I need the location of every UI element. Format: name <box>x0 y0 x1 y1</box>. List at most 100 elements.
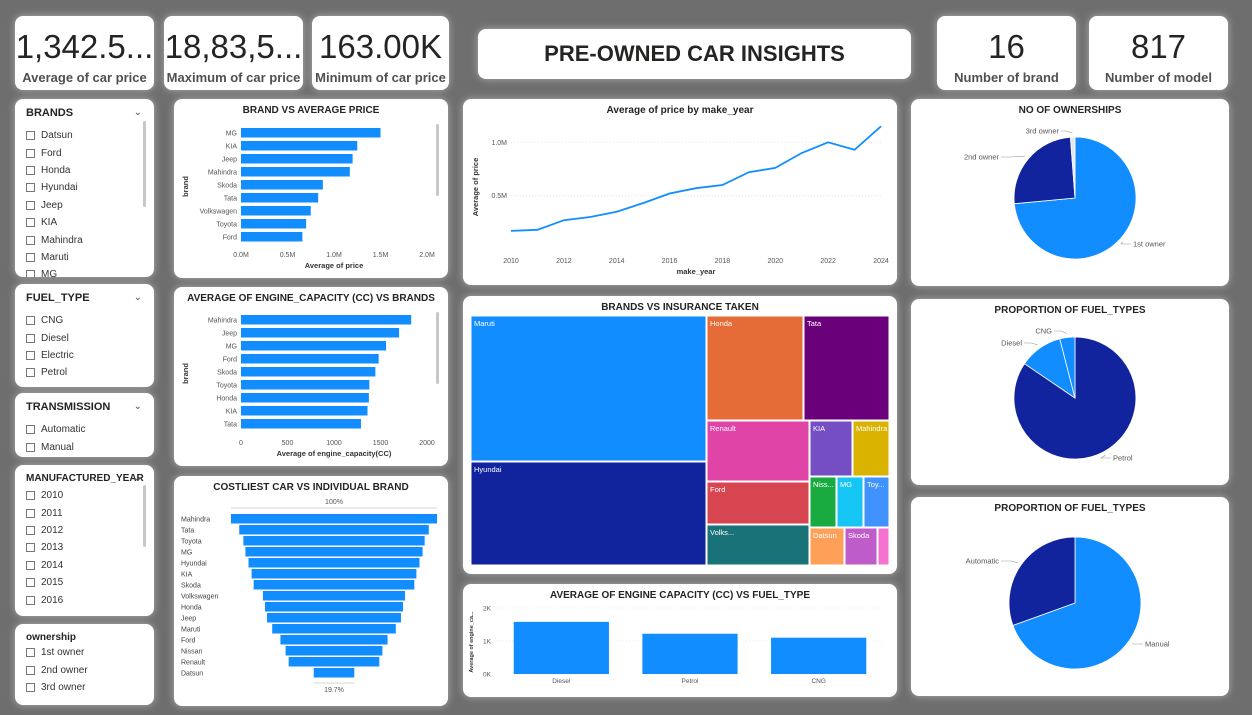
slicer-title: TRANSMISSION <box>26 401 111 413</box>
slicer-option[interactable]: Jeep <box>26 197 136 214</box>
slicer-option[interactable]: 2011 <box>26 504 136 521</box>
y-tick-label: 1.0M <box>491 140 507 147</box>
slicer-option[interactable]: Hyundai <box>26 179 136 196</box>
checkbox[interactable] <box>26 578 35 588</box>
funnel-bar <box>264 602 404 612</box>
checkbox[interactable] <box>26 368 35 378</box>
checkbox[interactable] <box>26 595 35 605</box>
slicer-option[interactable]: 3rd owner <box>26 679 136 696</box>
slicer-option[interactable]: Diesel <box>26 329 136 346</box>
slicer-option[interactable]: Petrol <box>26 364 136 381</box>
checkbox[interactable] <box>26 425 35 435</box>
chevron-down-icon[interactable]: ⌄ <box>133 473 142 484</box>
bar <box>241 128 381 138</box>
slicer-option[interactable]: Maruti <box>26 249 136 266</box>
treemap-cell <box>863 476 890 528</box>
slice-label: 2nd owner <box>964 153 1000 162</box>
chart-title: Average of price by make_year <box>606 105 754 116</box>
slicer-option[interactable]: Datsun <box>26 127 136 144</box>
checkbox[interactable] <box>26 648 35 658</box>
checkbox[interactable] <box>26 543 35 553</box>
checkbox[interactable] <box>26 270 35 277</box>
slicer-option[interactable]: MG <box>26 266 136 277</box>
chevron-down-icon[interactable]: ⌄ <box>133 292 142 303</box>
kpi-label: Average of car price <box>22 70 147 85</box>
page-title: PRE-OWNED CAR INSIGHTS <box>478 29 911 79</box>
treemap-cell <box>809 527 845 566</box>
category-label: Skoda <box>181 582 201 589</box>
slice-label: Manual <box>1145 640 1170 649</box>
checkbox[interactable] <box>26 682 35 692</box>
treemap-label: Ford <box>710 485 725 494</box>
slicer-fuel-type[interactable]: FUEL_TYPE ⌄ CNG Diesel Electric Petrol <box>15 284 154 387</box>
bar <box>241 354 379 364</box>
slicer-option[interactable]: Electric <box>26 347 136 364</box>
kpi-maximum-price: 18,83,5... Maximum of car price <box>164 16 303 90</box>
slicer-option-label: Automatic <box>41 424 86 436</box>
slicer-option[interactable]: 2016 <box>26 591 136 608</box>
checkbox[interactable] <box>26 148 35 158</box>
bar <box>241 154 353 164</box>
bar <box>241 393 369 403</box>
slicer-option-label: Mahindra <box>41 234 83 246</box>
x-tick-label: 2000 <box>419 440 435 447</box>
scrollbar[interactable] <box>143 485 146 547</box>
slicer-option[interactable]: CNG <box>26 312 136 329</box>
funnel-bar <box>280 635 388 645</box>
checkbox[interactable] <box>26 350 35 360</box>
checkbox[interactable] <box>26 333 35 343</box>
pie-slice <box>1008 536 1076 626</box>
slicer-option-label: Ford <box>41 147 62 159</box>
treemap-label: Niss... <box>813 480 834 489</box>
slicer-transmission[interactable]: TRANSMISSION ⌄ Automatic Manual <box>15 393 154 457</box>
funnel-bar <box>267 613 401 623</box>
funnel-bar <box>288 657 380 667</box>
slicer-option[interactable]: 2015 <box>26 574 136 591</box>
slicer-option[interactable]: 2nd owner <box>26 661 136 678</box>
chart-title: AVERAGE OF ENGINE_CAPACITY (CC) VS BRAND… <box>187 293 435 304</box>
slicer-option[interactable]: Ford <box>26 144 136 161</box>
checkbox[interactable] <box>26 560 35 570</box>
chevron-down-icon[interactable]: ⌄ <box>133 401 142 412</box>
checkbox[interactable] <box>26 131 35 141</box>
bar <box>513 621 609 674</box>
bar <box>241 328 400 338</box>
slicer-option[interactable]: 1st owner <box>26 644 136 661</box>
checkbox[interactable] <box>26 235 35 245</box>
checkbox[interactable] <box>26 252 35 262</box>
checkbox[interactable] <box>26 442 35 452</box>
slicer-option[interactable]: 2010 <box>26 487 136 504</box>
slicer-brands[interactable]: BRANDS ⌄ Datsun Ford Honda Hyundai Jeep KIA Ma… <box>15 99 154 277</box>
funnel-bar <box>253 580 415 590</box>
checkbox[interactable] <box>26 218 35 228</box>
slicer-manufactured-year[interactable]: MANUFACTURED_YEAR ⌄ 2010 2011 2012 2013 2014… <box>15 465 154 616</box>
checkbox[interactable] <box>26 165 35 175</box>
checkbox[interactable] <box>26 183 35 193</box>
slicer-option[interactable]: 2012 <box>26 522 136 539</box>
chevron-down-icon[interactable]: ⌄ <box>133 107 142 118</box>
x-tick-label: 1500 <box>373 440 389 447</box>
slicer-option[interactable]: Automatic <box>26 421 136 438</box>
slicer-option[interactable]: Mahindra <box>26 231 136 248</box>
checkbox[interactable] <box>26 508 35 518</box>
slicer-option[interactable]: 2013 <box>26 539 136 556</box>
scrollbar[interactable] <box>143 121 146 207</box>
slicer-option[interactable]: Manual <box>26 438 136 455</box>
checkbox[interactable] <box>26 525 35 535</box>
slicer-option-label: 2016 <box>41 594 64 606</box>
slicer-option[interactable]: 2014 <box>26 557 136 574</box>
slicer-option[interactable]: KIA <box>26 214 136 231</box>
slicer-option-label: KIA <box>41 217 58 229</box>
checkbox[interactable] <box>26 665 35 675</box>
slicer-option-label: Maruti <box>41 251 69 263</box>
slicer-option[interactable]: Honda <box>26 162 136 179</box>
x-axis-title: Average of price <box>305 261 364 270</box>
treemap-chart: Maruti Hyundai Honda Tata Renault KIA Mahindra… <box>470 315 890 566</box>
chart-no-of-ownerships: NO OF OWNERSHIPS 1st owner 2nd owner 3rd o… <box>911 99 1229 286</box>
chart-title: PROPORTION OF FUEL_TYPES <box>994 503 1146 514</box>
checkbox[interactable] <box>26 316 35 326</box>
checkbox[interactable] <box>26 200 35 210</box>
slicer-ownership[interactable]: ownership 1st owner 2nd owner 3rd owner <box>15 624 154 705</box>
category-label: Tata <box>224 195 237 202</box>
checkbox[interactable] <box>26 491 35 501</box>
